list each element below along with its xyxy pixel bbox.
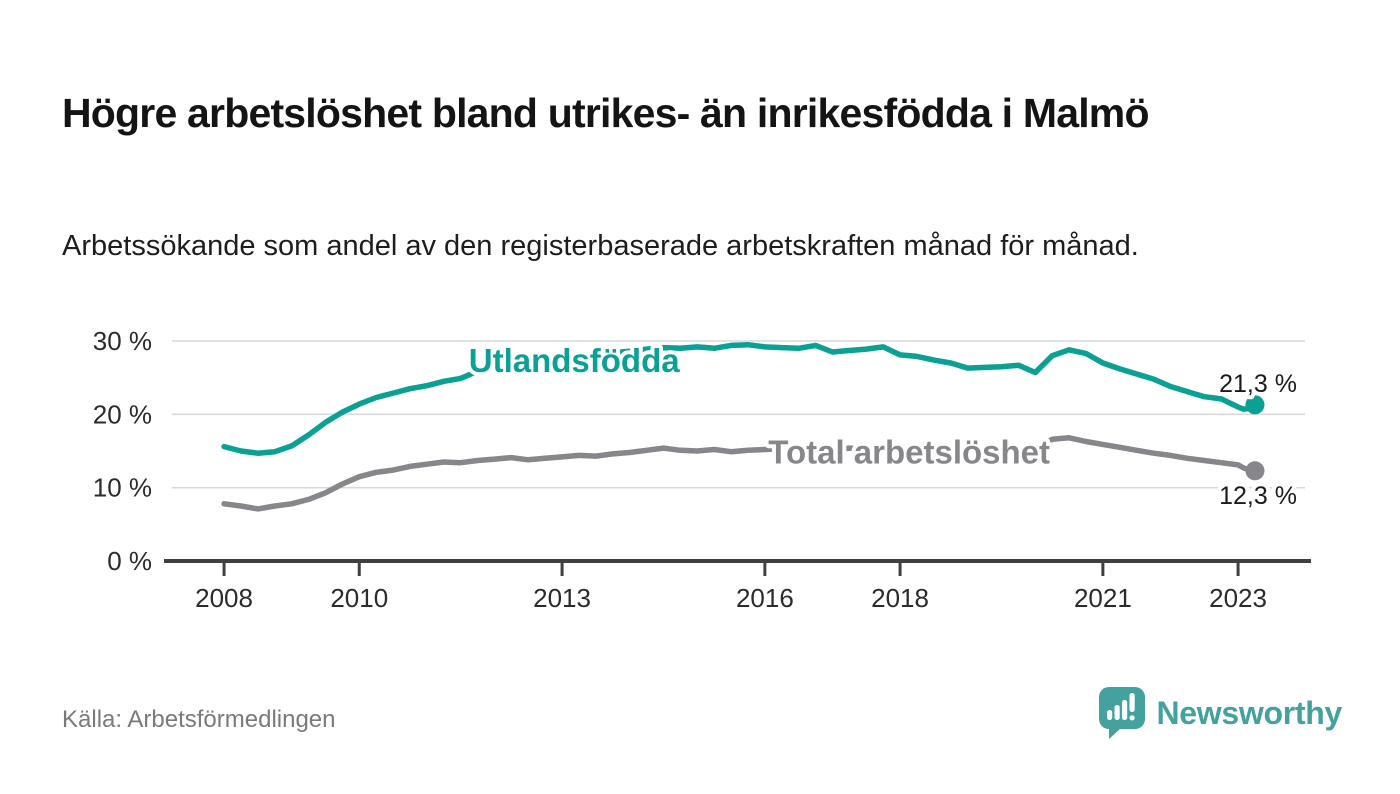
x-axis-tick-label: 2018: [871, 583, 929, 613]
unemployment-chart: 0 % 10 % 20 % 30 % 2008 2010 2013 2016 2018 2021 2…: [93, 326, 1311, 613]
x-axis-tick-label: 2023: [1209, 583, 1267, 613]
y-axis-tick-label: 20 %: [93, 399, 152, 429]
x-axis-tick-label: 2021: [1074, 583, 1132, 613]
y-axis-tick-label: 30 %: [93, 326, 152, 356]
y-axis-tick-label: 10 %: [93, 473, 152, 503]
newsworthy-wordmark: Newsworthy: [1156, 694, 1343, 731]
x-axis-tick-label: 2013: [533, 583, 591, 613]
series-end-dot-1: [1245, 461, 1265, 481]
series-inline-label-1: Total arbetslöshet: [768, 433, 1050, 470]
x-axis-tick-label: 2008: [195, 583, 253, 613]
x-axis-tick-label: 2016: [736, 583, 794, 613]
page-title: Högre arbetslöshet bland utrikes- än inr…: [62, 90, 1149, 137]
series-end-value-label-1: 12,3 %: [1219, 482, 1297, 510]
newsworthy-logo: Newsworthy: [1098, 686, 1343, 740]
series-end-dot-0: [1245, 395, 1265, 415]
newsworthy-speech-bubble-chart-icon: [1098, 687, 1145, 739]
y-axis-tick-label: 0 %: [107, 546, 152, 576]
series-end-value-label-0: 21,3 %: [1219, 370, 1297, 398]
page-subtitle: Arbetssökande som andel av den registerb…: [62, 230, 1139, 262]
series-line-1: [221, 435, 1258, 512]
x-axis-tick-label: 2010: [330, 583, 388, 613]
series-line-0: [221, 341, 1258, 456]
series-inline-label-0: Utlandsfödda: [469, 342, 680, 379]
source-text: Källa: Arbetsförmedlingen: [62, 706, 336, 733]
